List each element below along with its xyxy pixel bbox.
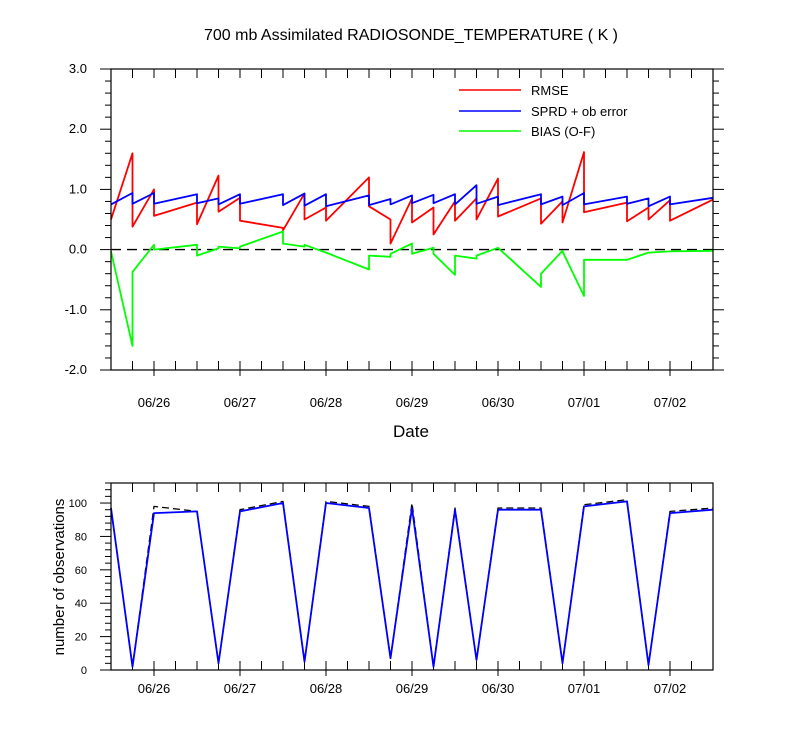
top-series-bias-o-f (110, 230, 714, 347)
top-axes: 06/26 06/27 06/28 06/29 06/30 07/01 07/02 -2.0 -… (65, 61, 724, 410)
bottom-chart-plot: 06/26 06/27 06/28 06/29 06/30 07/01 07/02 0 20 40… (69, 482, 714, 696)
bottom-y-tick-label: 60 (75, 565, 87, 577)
top-y-tick-label: 3.0 (69, 61, 87, 76)
top-y-tick-label: -2.0 (65, 362, 87, 377)
top-x-tick-label: 06/27 (224, 395, 257, 410)
bottom-series-possible (110, 499, 714, 668)
bottom-x-tick-label: 06/30 (482, 681, 515, 696)
bottom-y-tick-label: 40 (75, 598, 87, 610)
bottom-series-assimilated (110, 500, 714, 668)
top-x-tick-label: 06/26 (138, 395, 171, 410)
bottom-x-tick-label: 06/26 (138, 681, 171, 696)
bottom-y-tick-label: 80 (75, 531, 87, 543)
top-x-tick-label: 06/30 (482, 395, 515, 410)
bottom-plot-frame (110, 482, 714, 671)
observations-axis-label: number of observations (51, 499, 68, 656)
top-y-tick-label: 2.0 (69, 121, 87, 136)
bottom-x-tick-label: 07/01 (568, 681, 601, 696)
top-x-tick-label: 06/29 (396, 395, 429, 410)
legend: RMSE SPRD + ob error BIAS (O-F) (459, 83, 628, 139)
top-x-tick-label: 06/28 (310, 395, 343, 410)
bottom-y-tick-label: 0 (81, 665, 87, 677)
legend-label-bias: BIAS (O-F) (531, 124, 595, 139)
bottom-axes: 06/26 06/27 06/28 06/29 06/30 07/01 07/02 0 20 40… (69, 482, 714, 696)
bottom-x-tick-label: 07/02 (654, 681, 687, 696)
bottom-x-tick-label: 06/28 (310, 681, 343, 696)
bottom-y-tick-label: 20 (75, 632, 87, 644)
chart-title: 700 mb Assimilated RADIOSONDE_TEMPERATUR… (204, 27, 618, 44)
bottom-x-tick-label: 06/27 (224, 681, 257, 696)
legend-label-sprd: SPRD + ob error (531, 104, 628, 119)
top-series-group (110, 151, 714, 347)
top-x-tick-label: 07/01 (568, 395, 601, 410)
top-plot-frame (110, 68, 714, 371)
top-series-sprd-ob-error (110, 184, 714, 208)
top-y-tick-label: 0.0 (69, 242, 87, 257)
top-y-tick-label: 1.0 (69, 181, 87, 196)
x-axis-label: Date (393, 422, 429, 441)
top-y-tick-label: -1.0 (65, 302, 87, 317)
legend-label-rmse: RMSE (531, 83, 569, 98)
bottom-y-tick-label: 100 (69, 498, 87, 510)
bottom-series-group (110, 499, 714, 668)
bottom-x-tick-label: 06/29 (396, 681, 429, 696)
top-x-tick-label: 07/02 (654, 395, 687, 410)
top-chart-plot: 06/26 06/27 06/28 06/29 06/30 07/01 07/02 -2.0 -… (65, 61, 724, 410)
